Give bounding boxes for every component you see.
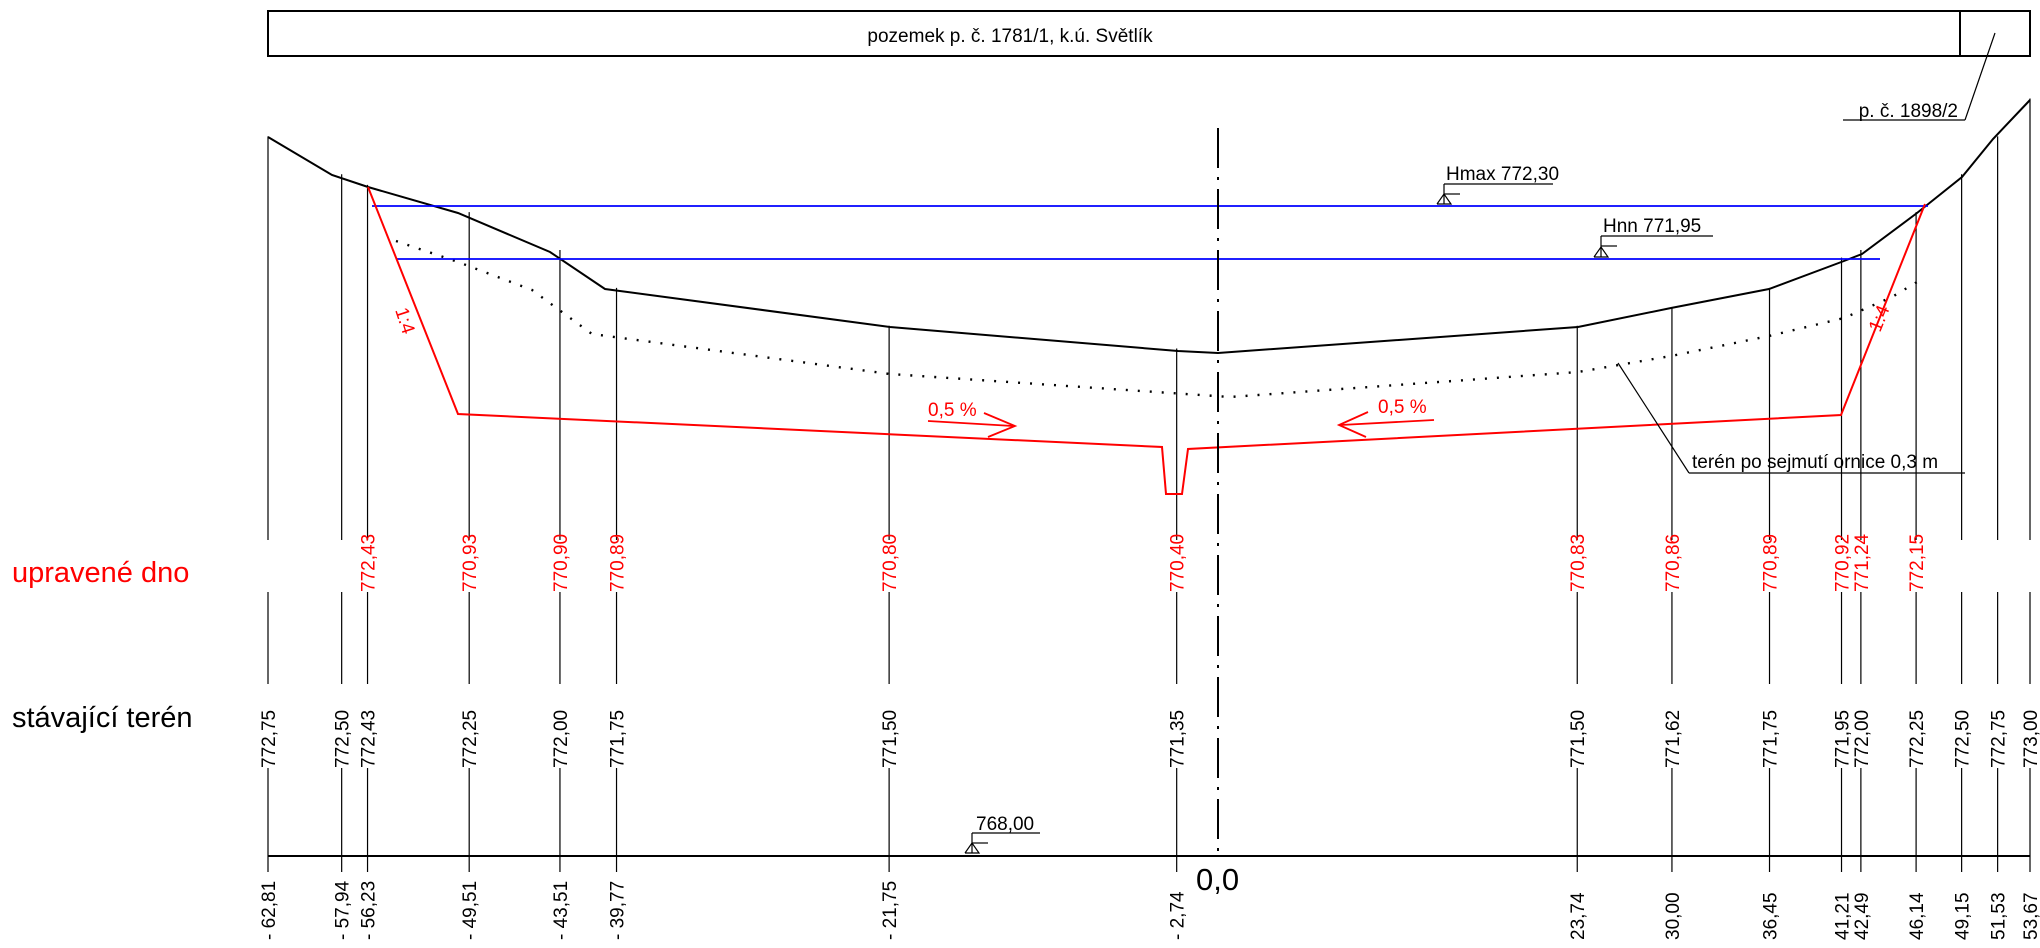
station-terrain-label: 771,35 — [1168, 710, 1189, 768]
station-bed-label: 772,15 — [1907, 534, 1928, 592]
station-terrain-label: 773,00 — [2021, 710, 2040, 768]
gradient-right-label: 0,5 % — [1378, 397, 1427, 418]
terrain-note: terén po sejmutí ornice 0,3 m — [1617, 362, 1965, 474]
parcel-bar-frame — [267, 10, 2031, 57]
station-offset-label: 23,74 — [1568, 892, 1589, 940]
station-bed-label: 770,89 — [608, 534, 629, 592]
designed-bed-line — [367, 186, 1926, 495]
hnn-label: Hnn 771,95 — [1603, 216, 1701, 237]
station-offset-label: - 56,23 — [359, 881, 380, 940]
parcel-side-leader — [1964, 32, 1996, 121]
hmax-label: Hmax 772,30 — [1446, 164, 1559, 185]
station-terrain-label: 772,25 — [1907, 710, 1928, 768]
parcel-side-label: p. č. 1898/2 — [1859, 101, 1958, 122]
station-bed-label: 770,83 — [1568, 534, 1589, 592]
gradient-arrow-left: 0,5 % — [927, 400, 1018, 438]
station-offset-label: - 57,94 — [333, 880, 354, 940]
terrain-note-label: terén po sejmutí ornice 0,3 m — [1692, 452, 1938, 473]
station-bed-label: 772,43 — [359, 534, 380, 592]
station-bed-label: 770,86 — [1663, 534, 1684, 592]
datum-label: 768,00 — [976, 814, 1034, 835]
station-terrain-label: 771,62 — [1663, 710, 1684, 768]
slope-right-label: 1:4 — [1865, 302, 1895, 335]
station-bed-label: 770,90 — [551, 534, 572, 592]
station-offset-label: 42,49 — [1852, 892, 1873, 940]
station-terrain-label: 772,43 — [359, 710, 380, 768]
station-lines: 772,75 - 62,81 772,50 - 57,94 772,43 772,43 - … — [259, 98, 2040, 940]
station-offset-label: - 49,51 — [460, 881, 481, 940]
station-offset-label: 36,45 — [1761, 892, 1782, 940]
station-terrain-label: 771,75 — [608, 710, 629, 768]
station-bed-label: 770,40 — [1168, 534, 1189, 592]
station-offset-label: 53,67 — [2021, 892, 2040, 940]
station-offset-label: 49,15 — [1953, 892, 1974, 940]
station-terrain-label: 772,75 — [1989, 710, 2010, 768]
gradient-left-label: 0,5 % — [928, 400, 977, 421]
station-offset-label: 41,21 — [1833, 892, 1854, 940]
station-offset-label: - 2,74 — [1168, 891, 1189, 940]
station-terrain-label: 771,75 — [1761, 710, 1782, 768]
station-terrain-label: 772,50 — [333, 710, 354, 768]
station-bed-label: 771,24 — [1852, 533, 1873, 592]
station-offset-label: 30,00 — [1663, 892, 1684, 940]
hmax-marker: Hmax 772,30 — [1436, 164, 1559, 205]
stripped-terrain-line — [395, 239, 1918, 399]
arrow-right-icon — [983, 412, 1018, 438]
gradient-arrow-right: 0,5 % — [1336, 397, 1435, 438]
station-bed-label: 770,92 — [1833, 534, 1854, 592]
station-offset-label: - 62,81 — [259, 881, 280, 940]
station-offset-label: - 39,77 — [608, 881, 629, 940]
hnn-marker: Hnn 771,95 — [1593, 216, 1713, 258]
station-bed-label: 770,93 — [460, 534, 481, 592]
arrow-left-icon — [1336, 411, 1369, 438]
station-terrain-label: 772,00 — [551, 710, 572, 768]
datum-marker: 768,00 — [964, 814, 1040, 854]
station-terrain-label: 772,75 — [259, 710, 280, 768]
slope-left-label: 1:4 — [390, 305, 418, 337]
station-offset-label: 51,53 — [1989, 892, 2010, 940]
station-bed-label: 770,89 — [1761, 534, 1782, 592]
station-offset-label: - 21,75 — [880, 881, 901, 940]
row-label-terrain: stávající terén — [12, 702, 193, 734]
parcel-bar: pozemek p. č. 1781/1, k.ú. Světlík p. č.… — [267, 10, 2031, 122]
existing-terrain-line — [267, 99, 2031, 355]
station-terrain-label: 772,00 — [1852, 710, 1873, 768]
row-label-bed: upravené dno — [12, 557, 189, 589]
station-terrain-label: 771,95 — [1833, 710, 1854, 768]
station-offset-label: - 43,51 — [551, 881, 572, 940]
station-terrain-label: 771,50 — [880, 710, 901, 768]
station-terrain-label: 771,50 — [1568, 710, 1589, 768]
station-bed-label: 770,80 — [880, 534, 901, 592]
station-terrain-label: 772,25 — [460, 710, 481, 768]
station-terrain-label: 772,50 — [1953, 710, 1974, 768]
parcel-main-label: pozemek p. č. 1781/1, k.ú. Světlík — [867, 26, 1153, 47]
centerline-label: 0,0 — [1196, 862, 1239, 897]
station-offset-label: 46,14 — [1907, 892, 1928, 940]
